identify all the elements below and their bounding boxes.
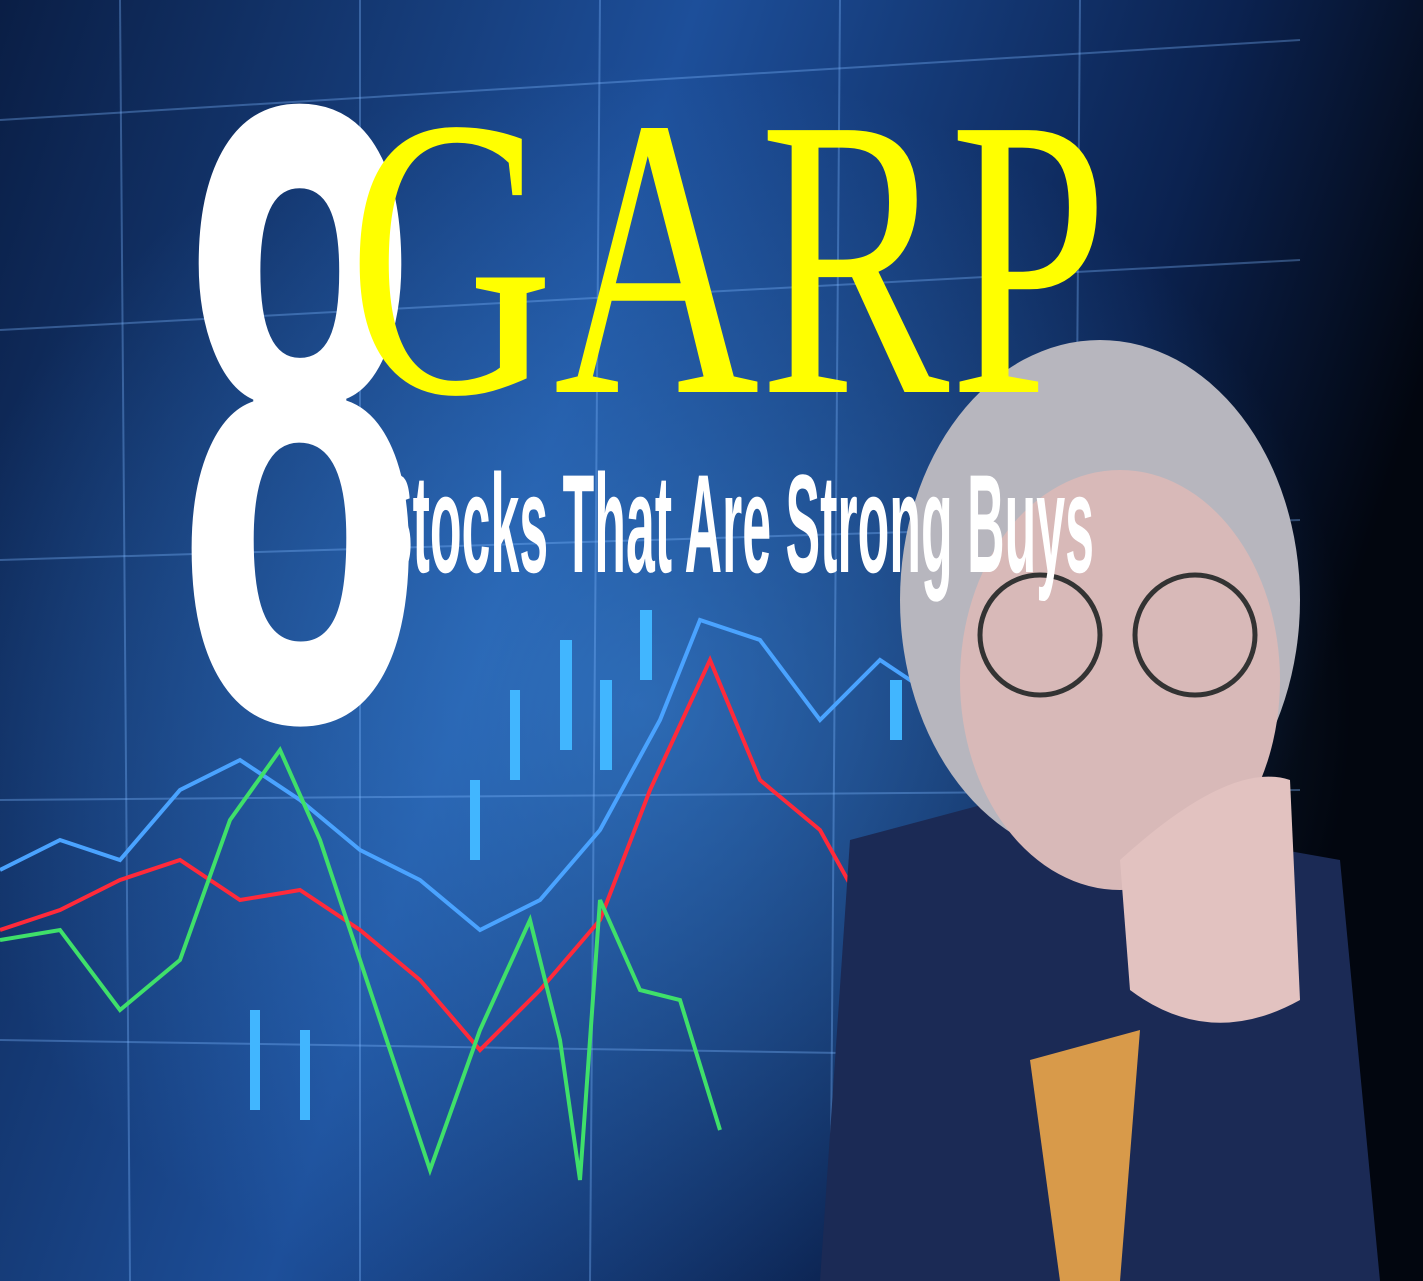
thumbnail: 8 GARP Stocks That Are Strong Buys — [0, 0, 1423, 1281]
page: {"headline": {"number": "8", "title": "G… — [0, 0, 1423, 1281]
headline-subtitle: Stocks That Are Strong Buys — [378, 445, 1094, 602]
headline-title: GARP — [348, 36, 1108, 479]
